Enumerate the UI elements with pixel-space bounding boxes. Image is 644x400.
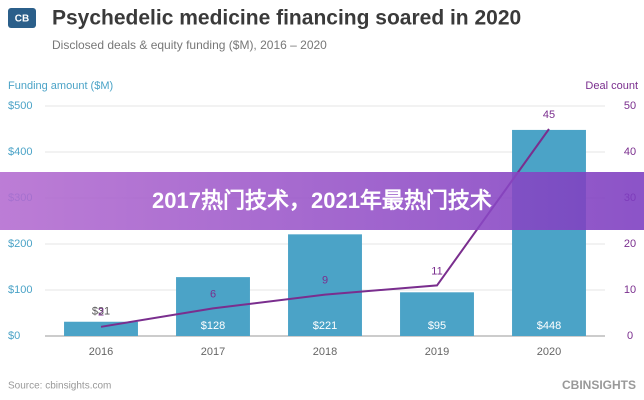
y-tick-label: $400 (8, 146, 32, 158)
bar (288, 234, 362, 336)
line-value-label: 45 (543, 109, 555, 121)
x-tick-label: 2019 (425, 346, 449, 358)
bar-value-label: $128 (201, 320, 225, 332)
x-tick-label: 2016 (89, 346, 113, 358)
x-tick-label: 2017 (201, 346, 225, 358)
y2-tick-label: 10 (624, 284, 636, 296)
bar (64, 321, 138, 336)
y-tick-label: $500 (8, 100, 32, 112)
x-tick-label: 2018 (313, 346, 337, 358)
y2-tick-label: 50 (624, 100, 636, 112)
y2-tick-label: 20 (624, 238, 636, 250)
line (100, 128, 550, 328)
y-tick-label: $200 (8, 238, 32, 250)
y-tick-label: $0 (8, 330, 20, 342)
bar (512, 129, 586, 336)
y-tick-label: $100 (8, 284, 32, 296)
bar-value-label: $448 (537, 320, 561, 332)
chart-subtitle: Disclosed deals & equity funding ($M), 2… (52, 38, 327, 52)
bar-value-label: $221 (313, 320, 337, 332)
y2-tick-label: 0 (627, 330, 633, 342)
line-value-label: 9 (322, 275, 328, 287)
bar-value-label: $31 (92, 306, 110, 318)
footer-logo: CBINSIGHTS (562, 378, 636, 392)
svg-text:CB: CB (15, 14, 29, 25)
x-tick-label: 2020 (537, 346, 561, 358)
source: Source: cbinsights.com (8, 381, 111, 392)
chart-title: Psychedelic medicine financing soared in… (52, 7, 521, 30)
line-value-label: 2 (98, 307, 104, 319)
bar (176, 277, 250, 336)
bar (400, 292, 474, 336)
line-value-label: 6 (210, 288, 216, 300)
line-value-label: 11 (431, 265, 442, 277)
banner (0, 172, 644, 230)
logo-icon: CB (8, 8, 36, 28)
y2-tick-label: 40 (624, 146, 636, 158)
y-axis-label: Funding amount ($M) (8, 80, 113, 92)
y2-axis-label: Deal count (585, 80, 638, 92)
banner-text: 2017热门技术，2021年最热门技术 (152, 188, 492, 213)
bar-value-label: $95 (428, 320, 446, 332)
